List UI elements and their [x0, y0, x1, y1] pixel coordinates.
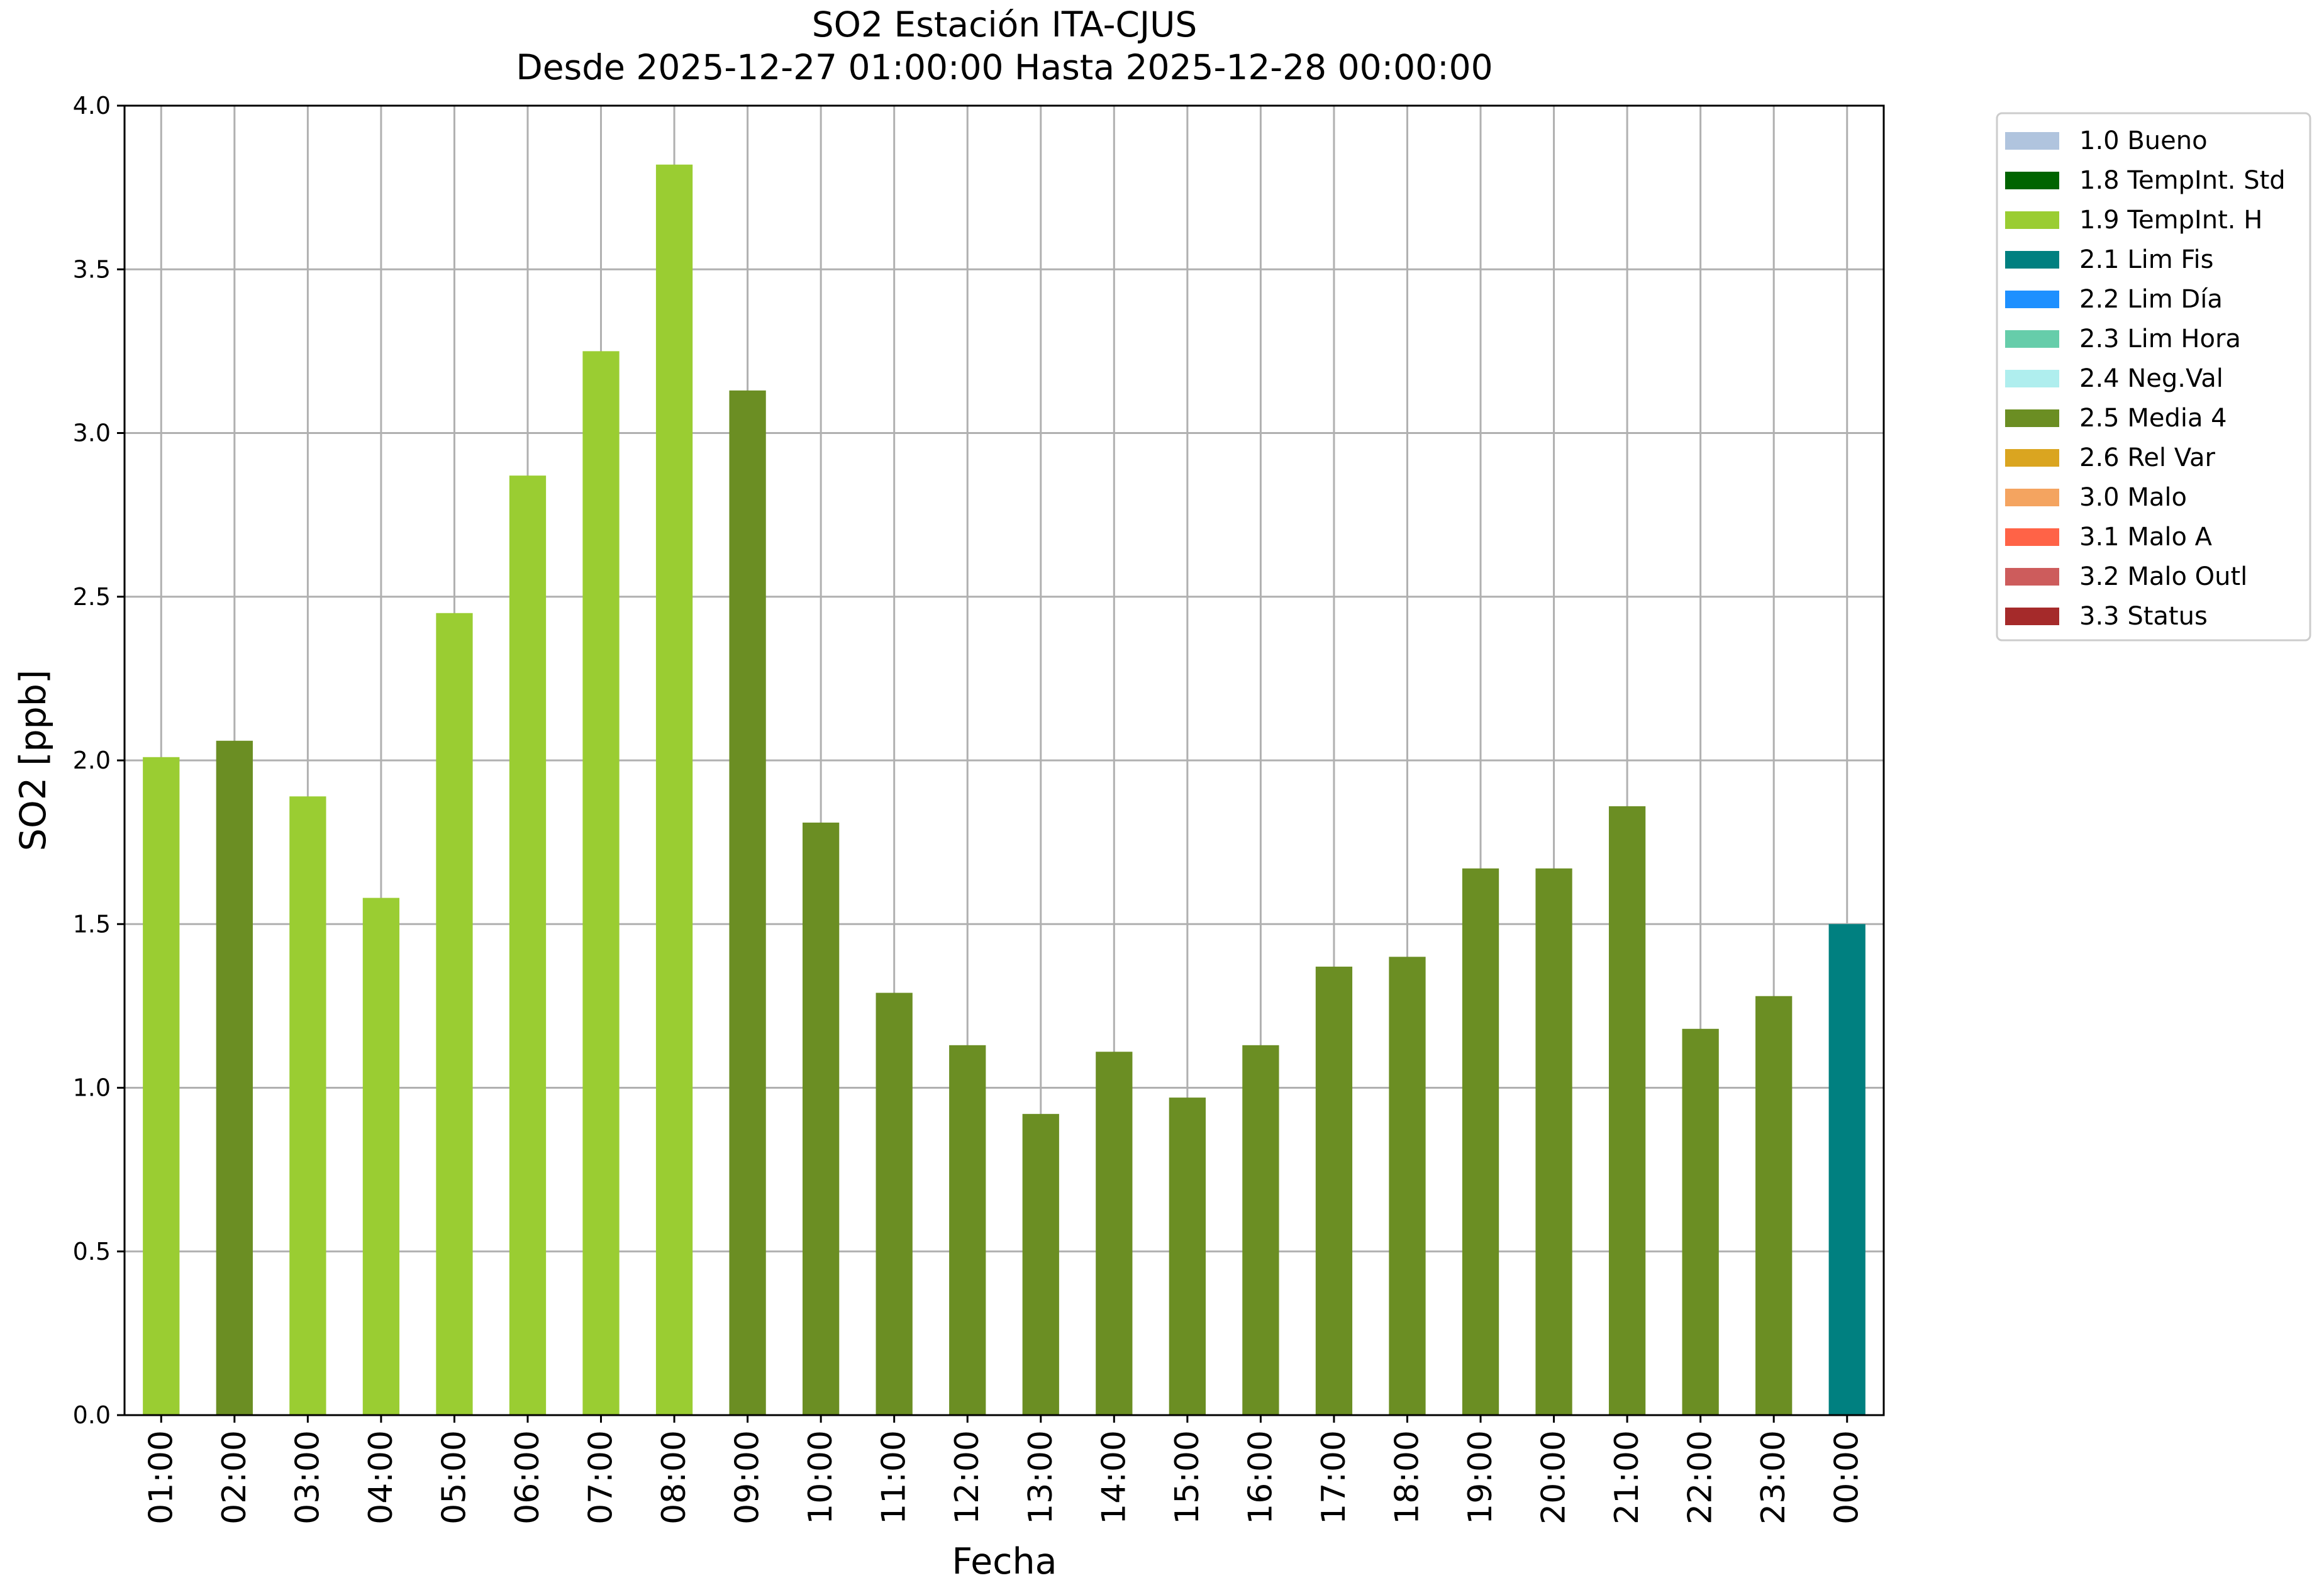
bar-1100: [876, 992, 913, 1415]
y-tick-label: 2.0: [73, 747, 111, 774]
x-tick-label: 13:00: [1022, 1430, 1060, 1525]
x-tick-label: 06:00: [509, 1430, 547, 1525]
bar-0700: [582, 351, 620, 1415]
legend-label: 2.4 Neg.Val: [2079, 364, 2223, 393]
legend-swatch: [2005, 568, 2059, 586]
legend-label: 2.2 Lim Día: [2079, 285, 2223, 314]
x-tick-label: 02:00: [216, 1430, 253, 1525]
legend-label: 3.1 Malo A: [2079, 523, 2213, 552]
bar-1600: [1242, 1045, 1279, 1415]
legend-swatch: [2005, 132, 2059, 150]
bar-0000: [1828, 924, 1865, 1415]
legend-swatch: [2005, 608, 2059, 625]
legend-label: 3.3 Status: [2079, 602, 2208, 631]
x-tick-label: 01:00: [142, 1430, 180, 1525]
legend-label: 1.0 Bueno: [2079, 126, 2208, 155]
x-tick-label: 15:00: [1169, 1430, 1206, 1525]
legend-label: 2.3 Lim Hora: [2079, 325, 2241, 353]
y-tick-label: 2.5: [73, 583, 111, 611]
y-axis-label: SO2 [ppb]: [13, 670, 54, 851]
y-tick-label: 1.5: [73, 910, 111, 938]
x-tick-label: 04:00: [362, 1430, 400, 1525]
bar-2100: [1608, 806, 1646, 1415]
legend-swatch: [2005, 330, 2059, 348]
bar-0300: [289, 796, 326, 1415]
y-tick-label: 3.5: [73, 255, 111, 283]
legend-swatch: [2005, 449, 2059, 467]
x-tick-label: 19:00: [1462, 1430, 1499, 1525]
x-tick-label: 22:00: [1682, 1430, 1720, 1525]
bar-0800: [655, 164, 693, 1416]
x-tick-label: 08:00: [655, 1430, 693, 1525]
legend-swatch: [2005, 489, 2059, 506]
bar-0400: [362, 898, 400, 1415]
bar-0500: [436, 613, 473, 1415]
legend-label: 2.1 Lim Fis: [2079, 245, 2213, 274]
legend-label: 1.8 TempInt. Std: [2079, 166, 2286, 195]
bars: [143, 164, 1865, 1416]
bar-2300: [1755, 996, 1793, 1415]
x-tick-label: 05:00: [435, 1430, 473, 1525]
y-axis-ticks: 0.0 0.5 1.0 1.5 2.0 2.5 3.0 3.5 4.0: [73, 92, 125, 1429]
bar-1000: [803, 822, 840, 1415]
legend: 1.0 Bueno 1.8 TempInt. Std 1.9 TempInt. H 2…: [1996, 112, 2311, 642]
y-tick-label: 4.0: [73, 92, 111, 119]
bar-1300: [1022, 1114, 1059, 1415]
x-tick-label: 07:00: [582, 1430, 620, 1525]
bar-0600: [509, 475, 547, 1415]
bar-1200: [949, 1045, 986, 1415]
x-axis-ticks: 01:00 02:00 03:00 04:00 05:00 06:00 07:00 08:00…: [142, 1415, 1866, 1525]
bar-0100: [143, 757, 180, 1415]
bar-2000: [1535, 868, 1572, 1415]
chart-subtitle: Desde 2025-12-27 01:00:00 Hasta 2025-12-…: [516, 47, 1493, 87]
bar-1400: [1096, 1052, 1133, 1415]
legend-label: 2.5 Media 4: [2079, 404, 2227, 433]
legend-label: 3.2 Malo Outl: [2079, 562, 2247, 591]
x-tick-label: 23:00: [1755, 1430, 1793, 1525]
legend-swatch: [2005, 370, 2059, 387]
x-tick-label: 00:00: [1828, 1430, 1866, 1525]
bar-0200: [216, 740, 253, 1415]
y-tick-label: 0.5: [73, 1238, 111, 1265]
legend-swatch: [2005, 528, 2059, 546]
y-tick-label: 1.0: [73, 1074, 111, 1102]
y-tick-label: 0.0: [73, 1401, 111, 1429]
x-tick-label: 18:00: [1388, 1430, 1426, 1525]
bar-2200: [1682, 1028, 1719, 1415]
y-tick-label: 3.0: [73, 420, 111, 447]
bar-0900: [729, 390, 766, 1416]
x-tick-label: 16:00: [1242, 1430, 1279, 1525]
x-tick-label: 17:00: [1315, 1430, 1353, 1525]
x-tick-label: 21:00: [1608, 1430, 1646, 1525]
legend-swatch: [2005, 291, 2059, 308]
bar-1900: [1462, 868, 1499, 1415]
chart-title: SO2 Estación ITA-CJUS: [812, 4, 1197, 45]
x-tick-label: 12:00: [948, 1430, 986, 1525]
legend-frame: [1996, 112, 2311, 642]
x-axis-label: Fecha: [952, 1541, 1057, 1582]
legend-swatch: [2005, 409, 2059, 427]
legend-swatch: [2005, 251, 2059, 269]
x-tick-label: 11:00: [876, 1430, 913, 1525]
legend-swatch: [2005, 172, 2059, 189]
x-tick-label: 10:00: [802, 1430, 840, 1525]
legend-swatch: [2005, 211, 2059, 229]
x-tick-label: 03:00: [289, 1430, 326, 1525]
legend-label: 1.9 TempInt. H: [2079, 206, 2262, 235]
x-tick-label: 14:00: [1095, 1430, 1133, 1525]
legend-label: 3.0 Malo: [2079, 483, 2187, 512]
bar-1700: [1315, 966, 1353, 1415]
bar-1500: [1169, 1098, 1206, 1415]
x-tick-label: 09:00: [729, 1430, 767, 1525]
x-tick-label: 20:00: [1535, 1430, 1573, 1525]
bar-1800: [1389, 957, 1426, 1415]
legend-label: 2.6 Rel Var: [2079, 443, 2216, 472]
